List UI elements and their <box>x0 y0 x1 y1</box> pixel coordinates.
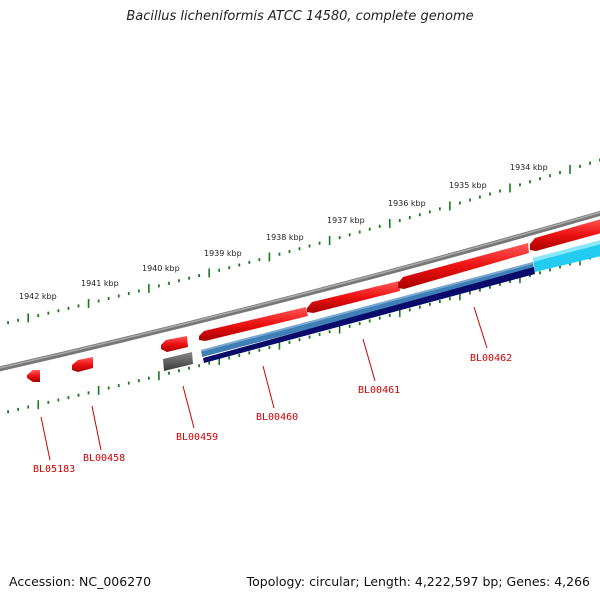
map-title: Bacillus licheniformis ATCC 14580, compl… <box>126 9 474 24</box>
leader-line-bl05183 <box>40 416 51 461</box>
leader-line-bl00458 <box>91 405 102 451</box>
cds-track <box>163 240 600 371</box>
leader-line-bl00459 <box>182 385 195 429</box>
genome-backbone <box>0 210 600 372</box>
kbp-label-1934: 1934 kbp <box>510 163 548 172</box>
kbp-label-1936: 1936 kbp <box>388 199 426 208</box>
cds-block-bl00459[interactable] <box>163 352 193 371</box>
gene-track-red <box>27 218 600 382</box>
kbp-label-1939: 1939 kbp <box>204 249 242 258</box>
leader-lines <box>40 306 488 461</box>
gene-label-bl00458[interactable]: BL00458 <box>83 453 125 464</box>
leader-line-bl00462 <box>473 306 488 349</box>
inner-scale-ticks <box>7 253 600 414</box>
gene-label-bl00460[interactable]: BL00460 <box>256 412 298 423</box>
kbp-label-1940: 1940 kbp <box>142 264 180 273</box>
topology-text: Topology: circular; Length: 4,222,597 bp… <box>246 574 590 589</box>
kbp-label-1937: 1937 kbp <box>327 216 365 225</box>
cds-block-cyan-highlight <box>533 240 600 262</box>
accession-text: Accession: NC_006270 <box>9 574 152 589</box>
gene-label-bl00462[interactable]: BL00462 <box>470 353 512 364</box>
leader-line-bl00461 <box>362 338 376 382</box>
gene-arrow-bl05183[interactable] <box>27 370 40 382</box>
gene-label-bl05183[interactable]: BL05183 <box>33 464 75 475</box>
gene-label-bl00461[interactable]: BL00461 <box>358 385 400 396</box>
outer-scale-ticks <box>7 158 600 325</box>
gene-arrow-bl00458[interactable] <box>72 357 93 372</box>
gene-arrow-bl00460[interactable] <box>199 307 308 341</box>
gene-arrow-bl00462[interactable] <box>398 243 529 289</box>
gene-label-bl00459[interactable]: BL00459 <box>176 432 218 443</box>
kbp-label-1935: 1935 kbp <box>449 181 487 190</box>
leader-line-bl00460 <box>262 365 275 409</box>
gene-arrow-bl00461[interactable] <box>307 281 400 313</box>
gene-arrow-next[interactable] <box>530 218 600 251</box>
gene-arrow-bl00459[interactable] <box>161 336 188 352</box>
cds-block-navy[interactable] <box>203 267 535 363</box>
kbp-label-1938: 1938 kbp <box>266 233 304 242</box>
cds-block-steel-highlight <box>201 262 533 352</box>
kbp-label-1942: 1942 kbp <box>19 292 57 301</box>
genome-backbone-highlight <box>0 211 600 369</box>
kbp-label-1941: 1941 kbp <box>81 279 119 288</box>
